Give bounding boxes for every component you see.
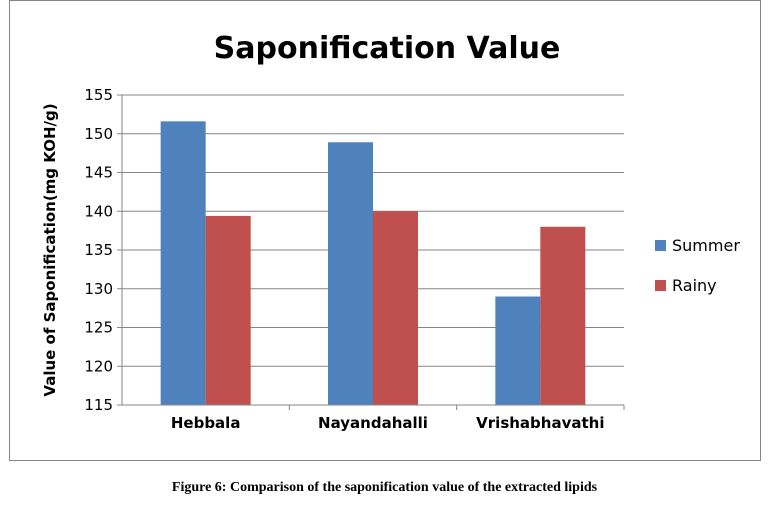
bars bbox=[160, 121, 586, 405]
y-tick-label: 140 bbox=[84, 202, 113, 220]
axes bbox=[121, 95, 624, 406]
legend-swatch-rainy bbox=[655, 280, 666, 291]
bar-summer-hebbala bbox=[160, 121, 206, 405]
y-tick-label: 150 bbox=[84, 125, 113, 143]
x-category-label: Vrishabhavathi bbox=[476, 414, 604, 432]
bar-summer-nayandahalli bbox=[328, 142, 373, 405]
figure-caption: Figure 6: Comparison of the saponificati… bbox=[171, 480, 598, 495]
legend-swatch-summer bbox=[655, 240, 666, 251]
bar-rainy-nayandahalli bbox=[373, 211, 418, 405]
legend-label-rainy: Rainy bbox=[672, 276, 717, 295]
legend: Summer Rainy bbox=[655, 236, 740, 295]
bar-chart: Saponification Value 1151201251301351401… bbox=[41, 31, 740, 432]
y-tick-label: 115 bbox=[84, 396, 113, 414]
y-tick-label: 135 bbox=[84, 241, 113, 259]
y-axis-ticks: 115 120 125 130 135 140 145 150 155 bbox=[84, 86, 122, 414]
chart-title: Saponification Value bbox=[214, 31, 561, 66]
legend-label-summer: Summer bbox=[672, 236, 740, 255]
bar-rainy-hebbala bbox=[205, 215, 251, 405]
y-tick-label: 130 bbox=[84, 280, 113, 298]
x-axis-categories: Hebbala Nayandahalli Vrishabhavathi bbox=[171, 405, 625, 432]
bar-rainy-vrishabhavathi bbox=[540, 226, 586, 405]
y-tick-label: 155 bbox=[84, 86, 113, 104]
y-tick-label: 120 bbox=[84, 357, 113, 375]
y-tick-label: 145 bbox=[84, 164, 113, 182]
bar-summer-vrishabhavathi bbox=[495, 296, 541, 405]
x-category-label: Nayandahalli bbox=[318, 414, 428, 432]
x-category-label: Hebbala bbox=[171, 414, 241, 432]
y-axis-label: Value of Saponification(mg KOH/g) bbox=[41, 103, 59, 396]
y-tick-label: 125 bbox=[84, 319, 113, 337]
